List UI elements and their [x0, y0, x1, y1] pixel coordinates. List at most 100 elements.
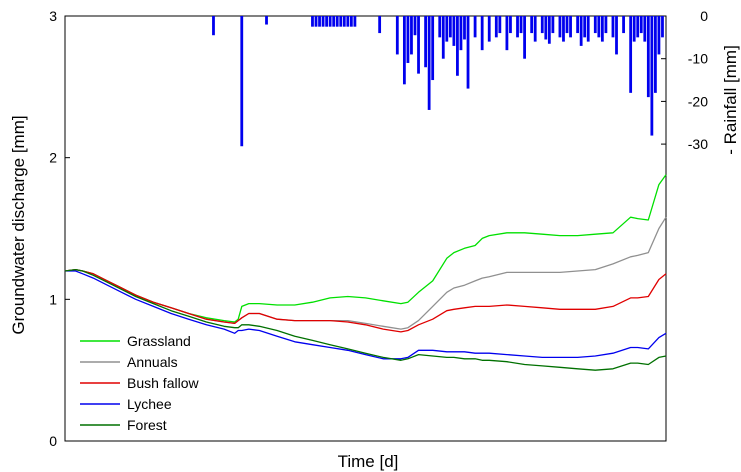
y-tick-label: 2	[49, 150, 57, 166]
rainfall-bar	[636, 16, 640, 38]
rainfall-bar	[445, 16, 449, 42]
rainfall-bar	[395, 16, 399, 55]
rainfall-bar	[328, 16, 332, 27]
rainfall-bar	[562, 16, 565, 42]
rainfall-bar	[509, 16, 512, 34]
rainfall-bar	[597, 16, 601, 38]
rainfall-bar	[516, 16, 519, 38]
legend: Grassland Annuals Bush fallow Lychee Forest	[80, 333, 199, 433]
series-line-lychee	[65, 270, 667, 360]
series-line-grassland	[64, 174, 667, 323]
rainfall-bar	[629, 16, 633, 93]
rainfall-bar	[441, 16, 445, 59]
rainfall-bar	[342, 16, 346, 27]
x-axis-title: Time [d]	[338, 452, 399, 471]
legend-label: Grassland	[127, 333, 191, 349]
rainfall-bar	[339, 16, 343, 27]
rainfall-bar	[487, 16, 491, 42]
rainfall-bar	[325, 16, 329, 27]
rainfall-bar	[346, 16, 350, 27]
rainfall-bar	[611, 16, 615, 38]
rainfall-bar	[639, 16, 643, 34]
rainfall-bar	[523, 16, 526, 59]
rainfall-bar	[413, 16, 417, 36]
rainfall-bar	[544, 16, 548, 40]
rainfall-bar	[353, 16, 357, 27]
rainfall-bar	[473, 16, 477, 38]
rainfall-bar	[558, 16, 562, 38]
rainfall-bar	[498, 16, 502, 34]
rainfall-bar	[622, 16, 625, 34]
plot-frame	[64, 15, 667, 442]
series-line-annuals	[64, 216, 667, 330]
y-tick-label: 1	[49, 291, 57, 307]
series-line-forest	[64, 268, 667, 371]
y2-axis-title: - Rainfall [mm]	[721, 45, 740, 155]
rainfall-bar	[240, 16, 244, 147]
rainfall-bar	[321, 16, 325, 27]
rainfall-bar	[540, 16, 544, 34]
rainfall-bar	[438, 16, 442, 38]
rainfall-bar	[586, 16, 590, 42]
rainfall-bar	[265, 16, 268, 25]
rainfall-bar	[632, 16, 636, 42]
rainfall-bar	[650, 16, 654, 136]
y-axis-right: 0 -10 -20 -30	[661, 8, 708, 152]
rainfall-bar	[661, 16, 664, 38]
rainfall-bar	[494, 16, 498, 38]
rainfall-bar	[653, 16, 657, 93]
rainfall-bar	[431, 16, 435, 81]
rainfall-bar	[456, 16, 459, 76]
series-line-bush-fallow	[64, 268, 667, 333]
rainfall-bar	[565, 16, 569, 34]
y2-tick-label: -10	[688, 51, 708, 67]
rainfall-bars	[212, 16, 664, 147]
rainfall-bar	[615, 16, 618, 55]
legend-label: Forest	[127, 417, 167, 433]
rainfall-bar	[530, 16, 534, 34]
rainfall-bar	[314, 16, 318, 27]
rainfall-bar	[402, 16, 406, 85]
y-axis-title: Groundwater discharge [mm]	[9, 115, 28, 334]
rainfall-bar	[576, 16, 580, 34]
rainfall-bar	[547, 16, 551, 44]
rainfall-bar	[332, 16, 336, 27]
rainfall-bar	[424, 16, 427, 68]
rainfall-bar	[519, 16, 523, 34]
rainfall-bar	[427, 16, 431, 110]
legend-label: Lychee	[127, 396, 172, 412]
y-tick-label: 0	[49, 433, 57, 449]
rainfall-bar	[480, 16, 484, 51]
rainfall-bar	[448, 16, 452, 38]
rainfall-bar	[466, 16, 470, 89]
y2-tick-label: -30	[688, 136, 708, 152]
rainfall-bar	[657, 16, 661, 55]
rainfall-bar	[505, 16, 509, 51]
y-tick-label: 3	[49, 8, 57, 24]
rainfall-bar	[406, 16, 410, 63]
rainfall-bar	[569, 16, 572, 38]
rainfall-bar	[551, 16, 555, 34]
y-axis-left: 0 1 2 3	[49, 8, 70, 449]
rainfall-bar	[318, 16, 321, 27]
rainfall-bar	[604, 16, 608, 34]
rainfall-bar	[452, 16, 456, 46]
rainfall-bar	[212, 16, 215, 36]
y2-tick-label: -20	[688, 93, 708, 109]
rainfall-bar	[311, 16, 314, 27]
series-lines	[64, 174, 667, 371]
rainfall-bar	[579, 16, 583, 46]
rainfall-bar	[410, 16, 413, 55]
rainfall-bar	[463, 16, 466, 40]
rainfall-bar	[459, 16, 463, 51]
rainfall-bar	[600, 16, 604, 42]
rainfall-bar	[378, 16, 382, 34]
legend-label: Annuals	[127, 354, 178, 370]
rainfall-bar	[349, 16, 353, 27]
y2-tick-label: 0	[700, 8, 708, 24]
rainfall-bar	[533, 16, 537, 42]
rainfall-bar	[417, 16, 420, 74]
rainfall-bar	[593, 16, 597, 34]
rainfall-bar	[643, 16, 647, 42]
